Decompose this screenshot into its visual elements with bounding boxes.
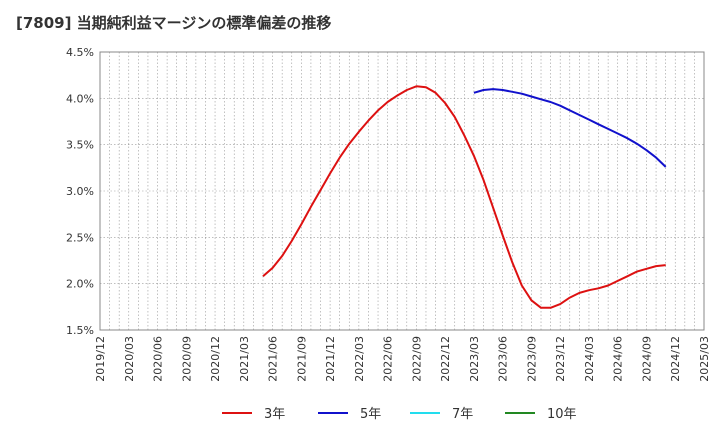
x-tick-label: 2024/09 [640,336,653,382]
x-tick-label: 2022/12 [439,336,452,382]
x-tick-label: 2024/06 [612,336,625,382]
x-tick-label: 2019/12 [94,336,107,382]
x-tick-label: 2023/06 [497,336,510,382]
x-tick-label: 2022/09 [410,336,423,382]
y-tick-label: 3.5% [66,139,94,152]
y-axis-ticks: 1.5% 2.0% 2.5% 3.0% 3.5% 4.0% 4.5% [66,46,94,337]
x-tick-label: 2023/09 [525,336,538,382]
x-tick-label: 2020/06 [152,336,165,382]
x-tick-label: 2024/12 [669,336,682,382]
y-tick-label: 2.0% [66,278,94,291]
legend-label-0: 3年 [264,407,285,422]
y-tick-label: 4.5% [66,46,94,59]
y-tick-label: 4.0% [66,92,94,105]
x-tick-label: 2021/12 [324,336,337,382]
y-tick-label: 1.5% [66,324,94,337]
y-tick-label: 2.5% [66,231,94,244]
y-tick-label: 3.0% [66,185,94,198]
x-tick-label: 2020/09 [180,336,193,382]
x-tick-label: 2020/03 [123,336,136,382]
x-tick-label: 2024/03 [583,336,596,382]
x-tick-label: 2021/03 [238,336,251,382]
grid [100,51,704,331]
x-tick-label: 2023/12 [554,336,567,382]
x-tick-label: 2020/12 [209,336,222,382]
legend: 3年 5年 7年 10年 [222,407,577,422]
series-line-1 [473,88,667,168]
series-line-0 [262,85,666,309]
legend-label-2: 7年 [452,407,473,422]
x-tick-label: 2022/06 [382,336,395,382]
legend-label-1: 5年 [360,407,381,422]
x-tick-label: 2022/03 [353,336,366,382]
chart-title: [7809] 当期純利益マージンの標準偏差の推移 [16,14,332,32]
x-tick-label: 2021/06 [267,336,280,382]
x-tick-label: 2025/03 [698,336,711,382]
series-lines [262,85,667,309]
x-tick-label: 2023/03 [468,336,481,382]
plot-border [99,51,705,331]
x-axis-ticks: 2019/12 2020/03 2020/06 2020/09 2020/12 2021/… [94,336,711,382]
x-tick-label: 2021/09 [295,336,308,382]
legend-label-3: 10年 [547,407,577,422]
